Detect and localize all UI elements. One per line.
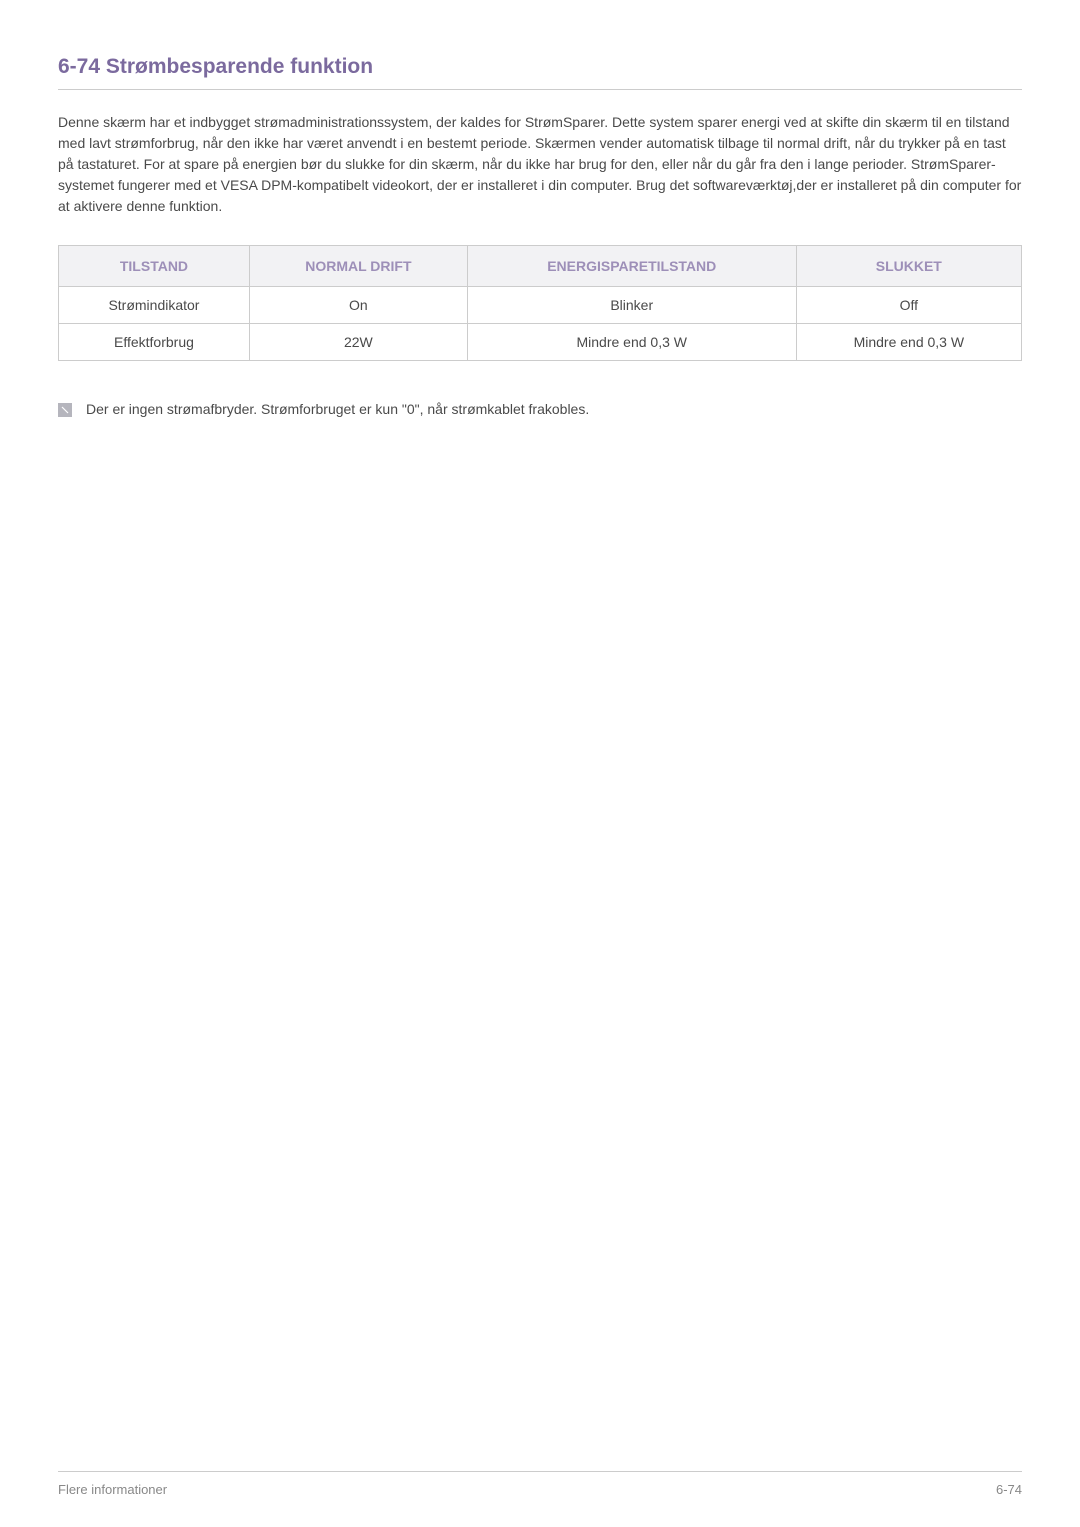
intro-paragraph: Denne skærm har et indbygget strømadmini…	[58, 112, 1022, 217]
table-header: TILSTAND	[59, 246, 250, 287]
table-cell: Off	[796, 287, 1021, 324]
table-cell: Blinker	[467, 287, 796, 324]
table-header: SLUKKET	[796, 246, 1021, 287]
table-cell: 22W	[249, 324, 467, 361]
table-cell: Strømindikator	[59, 287, 250, 324]
table-cell: Mindre end 0,3 W	[796, 324, 1021, 361]
table-header: ENERGISPARETILSTAND	[467, 246, 796, 287]
table-row: Effektforbrug 22W Mindre end 0,3 W Mindr…	[59, 324, 1022, 361]
table-cell: On	[249, 287, 467, 324]
note-icon	[58, 403, 72, 417]
table-header-row: TILSTAND NORMAL DRIFT ENERGISPARETILSTAN…	[59, 246, 1022, 287]
table-cell: Effektforbrug	[59, 324, 250, 361]
table-row: Strømindikator On Blinker Off	[59, 287, 1022, 324]
footer-left: Flere informationer	[58, 1482, 167, 1497]
page-footer: Flere informationer 6-74	[58, 1471, 1022, 1497]
table-cell: Mindre end 0,3 W	[467, 324, 796, 361]
note: Der er ingen strømafbryder. Strømforbrug…	[58, 401, 1022, 417]
footer-right: 6-74	[996, 1482, 1022, 1497]
section-heading: 6-74 Strømbesparende funktion	[58, 55, 1022, 90]
note-text: Der er ingen strømafbryder. Strømforbrug…	[86, 401, 589, 417]
table-header: NORMAL DRIFT	[249, 246, 467, 287]
power-states-table: TILSTAND NORMAL DRIFT ENERGISPARETILSTAN…	[58, 245, 1022, 361]
